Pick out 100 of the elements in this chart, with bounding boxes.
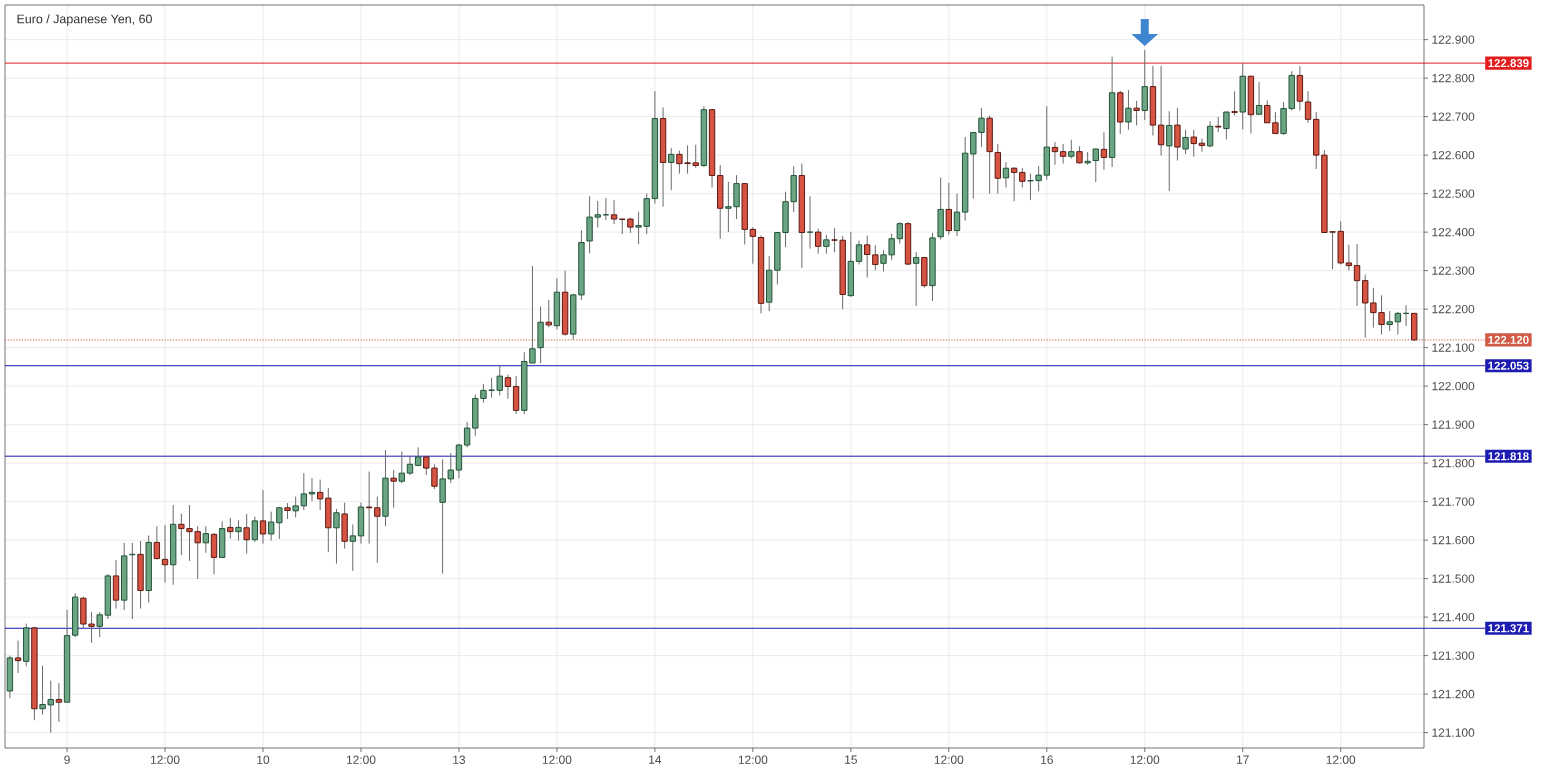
candlestick [316,479,324,511]
candlestick [912,251,920,307]
candlestick [1231,90,1238,116]
y-tick-label: 122.900 [1432,35,1475,44]
y-tick-label: 121.100 [1432,728,1475,737]
x-tick-label: 13 [453,755,466,764]
candlestick [1100,131,1108,171]
candlestick [1051,141,1059,166]
y-tick-label: 122.700 [1432,112,1475,121]
candlestick [96,611,103,638]
candlestick [1125,89,1132,131]
candlestick [749,226,757,265]
candlestick [1002,161,1010,188]
candlestick [945,182,953,236]
candlestick [1206,120,1214,148]
candlestick [153,525,161,560]
x-tick-label: 12:00 [1130,755,1160,764]
x-tick-label: 9 [64,755,70,764]
candlestick [1182,129,1189,155]
y-tick-label: 122.300 [1432,266,1475,275]
candlestick [668,147,675,191]
y-tick-label: 122.800 [1432,73,1475,83]
candlestick [406,456,414,476]
candlestick [1255,81,1263,116]
candlestick [463,421,471,448]
y-tick-label: 122.200 [1432,304,1475,314]
candlestick [610,199,618,225]
candlestick [308,477,316,502]
candlestick [1386,310,1393,332]
y-tick-label: 122.500 [1432,189,1475,198]
candlestick [1394,311,1402,336]
ref-line-label: 121.371 [1488,624,1529,633]
y-tick-label: 121.400 [1432,612,1475,622]
candlestick [1198,138,1206,153]
x-tick-label: 16 [1041,755,1053,764]
y-tick-label: 122.000 [1432,381,1475,391]
text: Euro / Japanese Yen, 60 [17,14,152,26]
candlestick [1068,139,1075,160]
candlestick [333,508,340,565]
candlestick [259,489,267,545]
x-tick-label: 17 [1237,755,1249,764]
candlestick [55,682,63,723]
y-tick-label: 121.200 [1432,689,1475,699]
candlestick [349,523,356,572]
y-tick-label: 121.900 [1432,420,1475,429]
x-tick-label: 10 [257,755,270,764]
candlestick [398,451,405,484]
candlestick [953,193,961,237]
x-tick-label: 15 [845,755,857,764]
y-tick-label: 121.800 [1432,458,1475,468]
ref-line-label: 122.120 [1488,335,1529,344]
x-tick-label: 12:00 [934,755,964,764]
x-tick-label: 12:00 [1326,755,1356,764]
candlestick [1345,244,1353,272]
candlestick [390,469,397,509]
candlestick [545,299,552,328]
y-tick-label: 122.600 [1432,150,1475,160]
ref-line-label: 122.839 [1488,59,1529,68]
y-tick-label: 122.400 [1432,227,1475,237]
candlestick [1019,167,1026,188]
candlestick [161,524,169,583]
candlestick [1059,143,1067,165]
candlestick [1010,166,1018,202]
x-tick-label: 12:00 [150,755,180,764]
y-tick-label: 121.500 [1432,574,1475,583]
y-tick-label: 121.700 [1432,497,1475,506]
candlestick [374,496,381,564]
candlestick [1133,100,1140,126]
candlestick [1141,49,1148,121]
candlestick [235,519,242,541]
candlestick [1092,148,1099,183]
candlestick [227,517,234,540]
candlestick [243,513,250,555]
y-tick-label: 121.600 [1432,535,1475,545]
candlestick [814,228,822,255]
x-tick-label: 12:00 [738,755,768,764]
candlestick [855,240,863,265]
candlestick [14,640,22,674]
candlestick [1304,90,1312,124]
x-tick-label: 12:00 [542,755,572,764]
candlestick [1174,107,1181,162]
candlestick [210,532,218,575]
ref-line-label: 122.053 [1488,361,1529,370]
candlestick [1223,111,1230,140]
candlestick [512,375,520,415]
candlestick [823,234,830,255]
candlestick [806,195,814,250]
candlestick [1190,129,1197,158]
candlestick [1157,65,1165,157]
x-tick-label: 14 [649,755,662,764]
candlestick [365,471,373,545]
candlestick [202,525,210,554]
candlestick [1166,110,1173,192]
candlestick [1353,243,1361,307]
candlestick [504,374,512,400]
candlestick [251,516,259,543]
ref-line-label: 121.818 [1488,452,1529,461]
y-tick-label: 121.300 [1432,651,1475,660]
x-tick-label: 12:00 [346,755,376,764]
y-tick-label: 122.100 [1432,343,1475,352]
